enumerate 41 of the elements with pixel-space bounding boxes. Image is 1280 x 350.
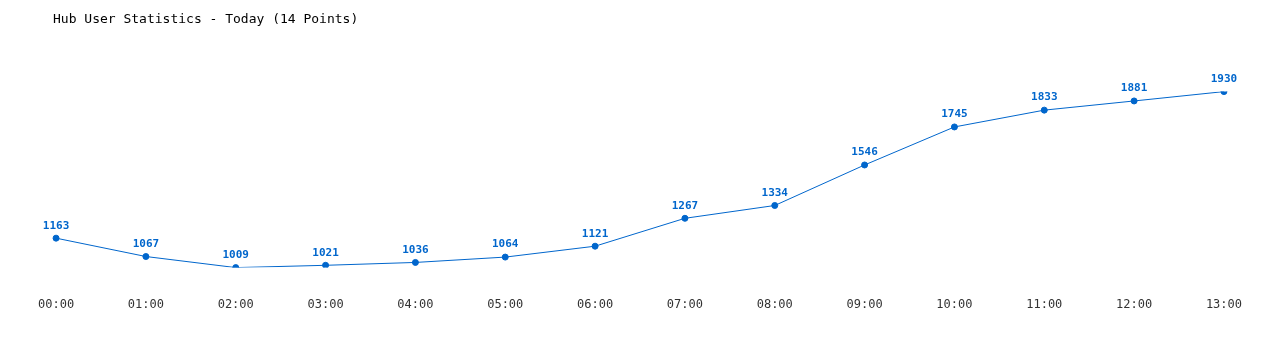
data-label: 1745 — [941, 107, 968, 121]
point — [142, 253, 150, 261]
x-tick-label: 03:00 — [307, 296, 344, 311]
point — [501, 253, 509, 261]
point — [771, 201, 779, 209]
data-label: 1267 — [671, 198, 699, 212]
x-tick-label: 09:00 — [846, 296, 883, 311]
data-label: 1930 — [1210, 71, 1238, 85]
point — [411, 258, 419, 266]
x-tick-label: 01:00 — [127, 296, 164, 311]
x-tick-label: 02:00 — [217, 296, 254, 311]
point — [681, 214, 689, 222]
point — [591, 242, 599, 250]
chart-title: Hub User Statistics - Today (14 Points) — [53, 11, 359, 27]
data-label: 1021 — [312, 245, 340, 259]
x-tick-label: 08:00 — [756, 296, 793, 311]
data-label: 1067 — [132, 236, 160, 250]
x-tick-label: 05:00 — [487, 296, 524, 311]
point — [52, 234, 60, 242]
data-label: 1121 — [581, 226, 609, 240]
data-label: 1881 — [1120, 81, 1148, 95]
x-tick-label: 10:00 — [936, 296, 973, 311]
x-tick-label: 07:00 — [666, 296, 703, 311]
data-label: 1546 — [851, 145, 879, 159]
point — [1040, 106, 1048, 114]
x-tick-label: 13:00 — [1205, 296, 1242, 311]
point — [861, 161, 869, 169]
point — [1130, 97, 1138, 105]
x-tick-label: 11:00 — [1026, 296, 1063, 311]
point — [322, 261, 330, 268]
data-label: 1036 — [402, 242, 430, 256]
data-label: 1009 — [222, 247, 249, 261]
data-label: 1064 — [491, 237, 519, 251]
point — [950, 123, 958, 131]
x-tick-label: 12:00 — [1116, 296, 1153, 311]
x-tick-label: 00:00 — [38, 296, 75, 311]
data-label: 1163 — [42, 218, 70, 232]
data-label: 1334 — [761, 185, 789, 199]
x-tick-label: 04:00 — [397, 296, 434, 311]
x-tick-label: 06:00 — [577, 296, 614, 311]
data-label: 1833 — [1031, 90, 1058, 104]
